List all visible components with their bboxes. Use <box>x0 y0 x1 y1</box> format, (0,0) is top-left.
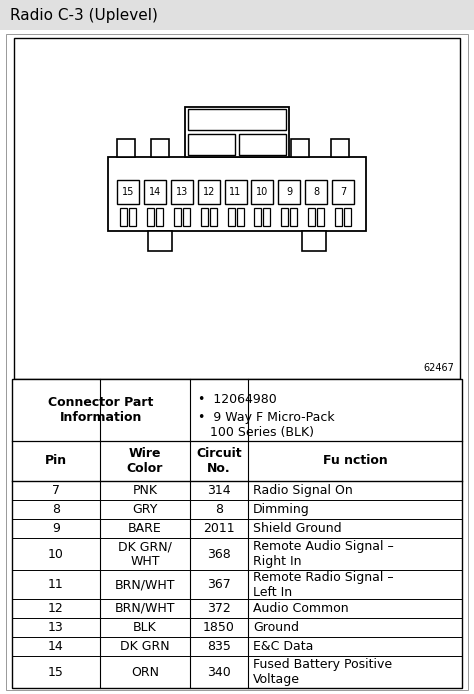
Text: 11: 11 <box>229 187 242 197</box>
Bar <box>120 208 127 226</box>
Bar <box>14 38 460 379</box>
Text: Radio C-3 (Uplevel): Radio C-3 (Uplevel) <box>10 8 158 22</box>
Bar <box>282 208 288 226</box>
Text: 372: 372 <box>207 602 231 615</box>
Text: 7: 7 <box>340 187 346 197</box>
Bar <box>251 180 273 204</box>
Bar <box>156 208 163 226</box>
Bar <box>188 133 235 155</box>
Bar <box>332 180 354 204</box>
Text: 15: 15 <box>122 187 134 197</box>
Text: 368: 368 <box>207 548 231 561</box>
Text: 8: 8 <box>52 503 60 516</box>
Bar <box>225 180 246 204</box>
Bar <box>171 180 193 204</box>
Text: BRN/WHT: BRN/WHT <box>115 602 175 615</box>
Text: Audio Common: Audio Common <box>253 602 348 615</box>
Text: 8: 8 <box>313 187 319 197</box>
Text: PNK: PNK <box>133 484 157 497</box>
Text: Shield Ground: Shield Ground <box>253 523 342 535</box>
Bar <box>239 133 286 155</box>
Text: Pin: Pin <box>45 455 67 468</box>
Bar <box>201 208 208 226</box>
Text: 10: 10 <box>256 187 269 197</box>
Text: BLK: BLK <box>133 621 157 634</box>
Text: 314: 314 <box>207 484 231 497</box>
Bar <box>308 208 315 226</box>
Bar <box>0 0 474 30</box>
Bar <box>151 139 169 157</box>
Bar <box>255 208 262 226</box>
Text: 7: 7 <box>52 484 60 497</box>
Bar <box>344 208 351 226</box>
Bar <box>188 108 286 130</box>
Text: BRN/WHT: BRN/WHT <box>115 578 175 591</box>
Text: DK GRN/
WHT: DK GRN/ WHT <box>118 540 172 568</box>
Bar <box>264 208 271 226</box>
Text: ORN: ORN <box>131 666 159 679</box>
Bar <box>117 180 139 204</box>
Bar <box>237 208 244 226</box>
Text: 9: 9 <box>286 187 292 197</box>
Text: 13: 13 <box>48 621 64 634</box>
Bar <box>129 208 136 226</box>
Text: •  12064980: • 12064980 <box>198 393 277 406</box>
Bar <box>305 180 327 204</box>
Text: 12: 12 <box>48 602 64 615</box>
Bar <box>331 139 349 157</box>
Text: 1850: 1850 <box>203 621 235 634</box>
Text: 13: 13 <box>176 187 188 197</box>
Text: 10: 10 <box>48 548 64 561</box>
Bar <box>12 379 462 688</box>
Text: •  9 Way F Micro-Pack
   100 Series (BLK): • 9 Way F Micro-Pack 100 Series (BLK) <box>198 411 335 439</box>
Text: BARE: BARE <box>128 523 162 535</box>
Bar <box>198 180 219 204</box>
Text: 14: 14 <box>149 187 161 197</box>
Text: Circuit
No.: Circuit No. <box>196 447 242 475</box>
Text: 14: 14 <box>48 640 64 653</box>
Text: 15: 15 <box>48 666 64 679</box>
Bar <box>183 208 190 226</box>
Text: Remote Radio Signal –
Left In: Remote Radio Signal – Left In <box>253 570 393 598</box>
Text: Wire
Color: Wire Color <box>127 447 163 475</box>
Bar <box>147 208 154 226</box>
Bar <box>148 230 172 251</box>
Text: DK GRN: DK GRN <box>120 640 170 653</box>
Text: Fused Battery Positive
Voltage: Fused Battery Positive Voltage <box>253 658 392 686</box>
Text: 11: 11 <box>48 578 64 591</box>
Bar <box>108 157 366 230</box>
Text: Fu nction: Fu nction <box>323 455 387 468</box>
Text: 367: 367 <box>207 578 231 591</box>
Text: 8: 8 <box>215 503 223 516</box>
Text: 835: 835 <box>207 640 231 653</box>
Text: Radio Signal On: Radio Signal On <box>253 484 353 497</box>
Text: 2011: 2011 <box>203 523 235 535</box>
Text: Ground: Ground <box>253 621 299 634</box>
Bar <box>291 139 309 157</box>
Bar <box>291 208 297 226</box>
Text: 62467: 62467 <box>423 363 454 373</box>
Bar <box>144 180 166 204</box>
Bar <box>228 208 235 226</box>
Text: 340: 340 <box>207 666 231 679</box>
Text: Dimming: Dimming <box>253 503 310 516</box>
Bar <box>302 230 326 251</box>
Bar <box>335 208 342 226</box>
Bar <box>174 208 181 226</box>
Text: GRY: GRY <box>132 503 158 516</box>
Bar <box>210 208 217 226</box>
Text: 9: 9 <box>52 523 60 535</box>
Text: Connector Part
Information: Connector Part Information <box>48 396 154 424</box>
Text: Remote Audio Signal –
Right In: Remote Audio Signal – Right In <box>253 540 394 568</box>
Bar <box>317 208 324 226</box>
Bar <box>117 139 135 157</box>
Text: E&C Data: E&C Data <box>253 640 313 653</box>
Text: 12: 12 <box>202 187 215 197</box>
Bar <box>185 106 289 157</box>
Bar <box>278 180 301 204</box>
